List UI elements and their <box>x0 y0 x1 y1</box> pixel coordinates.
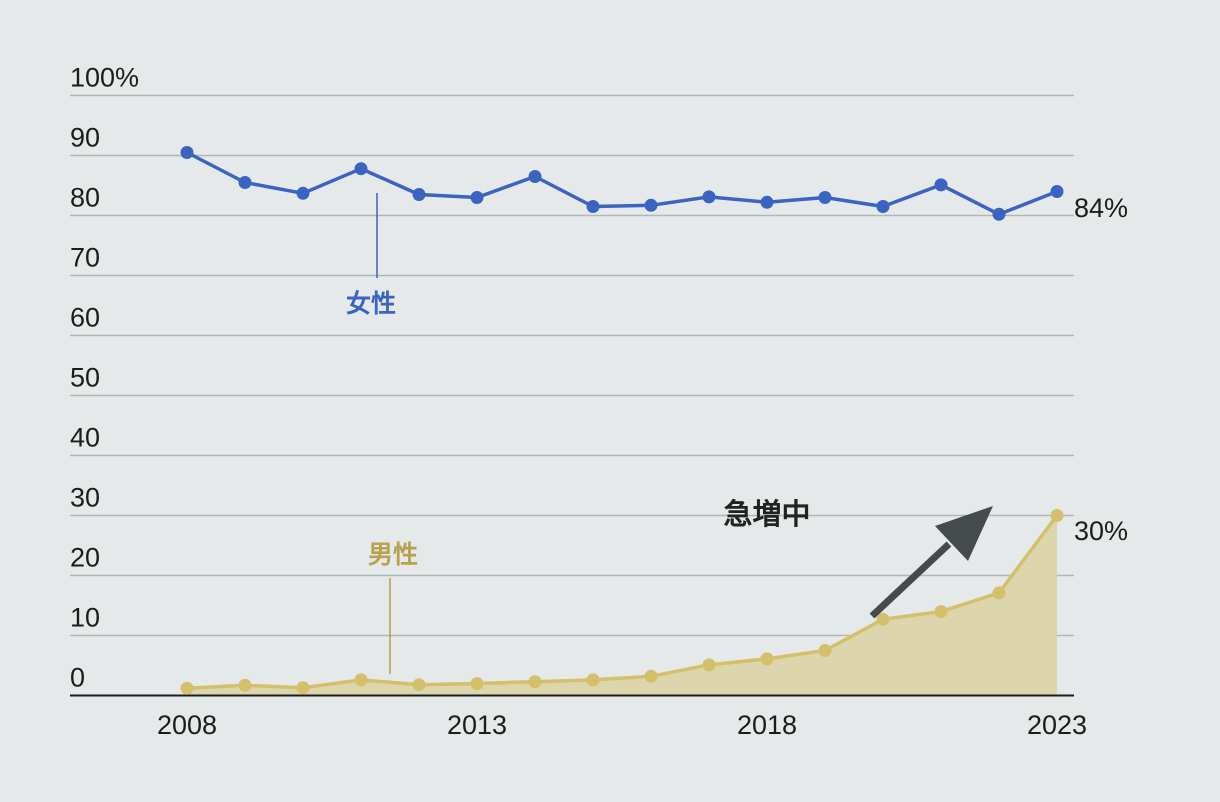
female-data-point <box>1050 185 1064 198</box>
female-data-point <box>238 176 252 189</box>
male-data-point <box>586 673 600 687</box>
x-tick-label: 2013 <box>447 710 507 740</box>
female-data-point <box>760 195 774 209</box>
gridlines <box>70 94 1074 637</box>
male-data-point <box>1050 509 1064 522</box>
female-data-point <box>528 170 542 183</box>
trend-arrow-icon <box>869 506 993 619</box>
male-series-line <box>186 514 1059 691</box>
y-tick-label: 40 <box>70 423 100 453</box>
male-data-point <box>644 669 658 683</box>
female-data-point <box>876 200 890 213</box>
x-tick-label: 2018 <box>737 710 797 740</box>
male-data-point <box>992 586 1006 600</box>
male-area-group <box>187 515 1057 696</box>
series-group <box>180 146 1064 695</box>
male-data-point <box>702 658 716 672</box>
female-data-point <box>818 191 832 204</box>
y-tick-label: 70 <box>70 243 100 273</box>
male-data-point <box>180 681 194 695</box>
y-tick-label: 30 <box>70 483 100 513</box>
male-data-point <box>934 605 948 618</box>
female-data-point <box>354 162 368 176</box>
x-tick-label: 2008 <box>157 710 217 740</box>
annotation-text: 急増中 <box>723 497 810 531</box>
female-series-line <box>186 150 1058 217</box>
y-tick-label: 0 <box>70 663 85 693</box>
y-tick-label: 100% <box>70 63 139 93</box>
male-data-point <box>238 678 252 692</box>
female-series-label: 女性 <box>346 289 396 318</box>
x-tick-label: 2023 <box>1027 710 1087 740</box>
male-data-point <box>760 652 774 666</box>
y-tick-label: 60 <box>70 303 100 333</box>
male-data-point <box>818 644 832 657</box>
male-data-point <box>412 678 426 692</box>
male-data-point <box>876 612 890 626</box>
female-data-point <box>934 178 948 192</box>
male-end-label: 30% <box>1074 516 1128 546</box>
female-data-point <box>702 190 716 204</box>
female-data-point <box>644 198 658 212</box>
y-tick-label: 80 <box>70 183 100 213</box>
female-data-point <box>992 207 1006 221</box>
male-data-point <box>528 675 542 689</box>
female-data-point <box>470 191 484 204</box>
female-data-point <box>296 186 310 200</box>
female-end-label: 84% <box>1074 193 1128 223</box>
y-tick-label: 90 <box>70 123 100 153</box>
male-data-point <box>354 673 368 687</box>
y-tick-label: 10 <box>70 603 100 633</box>
y-tick-label: 20 <box>70 543 100 573</box>
male-data-point <box>296 681 310 695</box>
male-series-label: 男性 <box>368 540 418 569</box>
female-data-point <box>586 200 600 213</box>
y-axis-ticks: 0 10 20 30 40 50 60 70 80 90 100% <box>70 63 139 693</box>
female-data-point <box>412 188 426 201</box>
x-axis-ticks: 2008 2013 2018 2023 <box>157 710 1087 740</box>
male-series-area <box>187 515 1057 696</box>
male-data-point <box>470 677 484 690</box>
female-data-point <box>180 146 194 159</box>
y-tick-label: 50 <box>70 363 100 393</box>
